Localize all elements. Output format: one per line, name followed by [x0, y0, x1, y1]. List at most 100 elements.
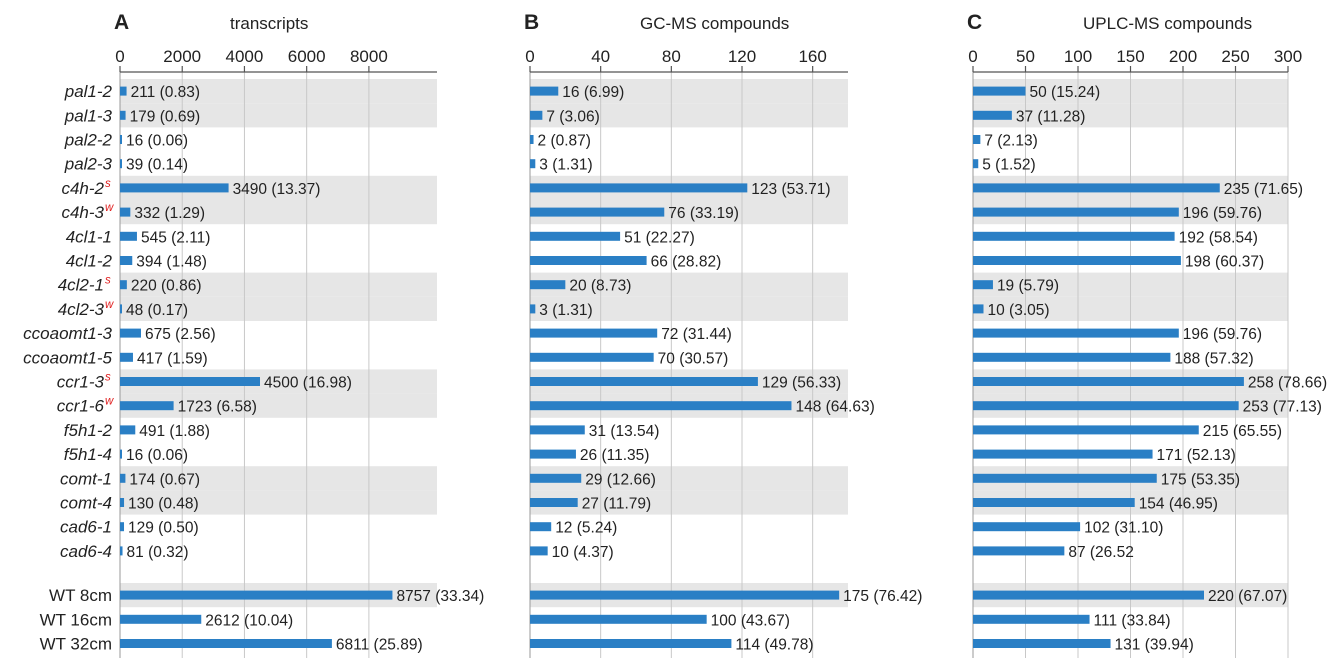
bar-label-b-10: 72 (31.44)	[661, 326, 732, 343]
category-label-7: 4cl1-2	[66, 252, 113, 271]
bar-a-0	[120, 86, 127, 96]
bar-label-c-13: 253 (77.13)	[1243, 399, 1322, 416]
row-band-a-1	[120, 103, 437, 128]
category-label-9: 4cl2-3	[58, 300, 105, 319]
bar-label-b-14: 31 (13.54)	[589, 423, 660, 440]
bar-a-8	[120, 280, 127, 290]
row-band-a-0	[120, 79, 437, 104]
bar-label-a-17: 130 (0.48)	[128, 496, 199, 513]
bar-label-c-11: 188 (57.32)	[1174, 350, 1253, 367]
category-label-2: pal2-2	[64, 131, 113, 150]
bar-c-18	[973, 522, 1081, 532]
bar-label-b-19: 10 (4.37)	[552, 544, 614, 561]
bar-a-5	[120, 207, 131, 217]
x-tick-label-c-1: 50	[1016, 47, 1035, 66]
x-tick-label-b-3: 120	[728, 47, 756, 66]
bar-label-b-1: 7 (3.06)	[546, 108, 599, 125]
bar-label-a-6: 545 (2.11)	[141, 229, 211, 246]
x-tick-label-a-0: 0	[115, 47, 124, 66]
category-label-6: 4cl1-1	[66, 227, 112, 246]
category-label-18: cad6-1	[60, 518, 112, 537]
panel-letter-b: B	[524, 11, 539, 34]
bar-label-a-4: 3490 (13.37)	[233, 181, 321, 198]
row-band-b-8	[530, 272, 848, 297]
bar-label-b-12: 129 (56.33)	[762, 375, 841, 392]
bar-b-2	[530, 135, 534, 144]
category-label-20: WT 8cm	[49, 586, 112, 605]
category-label-17: comt-4	[60, 494, 112, 513]
bar-c-12	[973, 377, 1244, 386]
x-tick-label-b-2: 80	[662, 47, 681, 66]
bar-c-0	[973, 86, 1026, 96]
bar-b-8	[530, 280, 566, 290]
bar-label-a-20: 8757 (33.34)	[396, 588, 484, 605]
bar-label-a-10: 675 (2.56)	[145, 326, 216, 343]
bar-c-3	[973, 159, 979, 169]
row-band-a-5	[120, 200, 437, 225]
panel-title-a: transcripts	[230, 14, 308, 33]
bar-label-c-9: 10 (3.05)	[988, 302, 1050, 319]
category-label-11: ccoaomt1-5	[23, 348, 112, 367]
bar-label-b-17: 27 (11.79)	[582, 496, 652, 513]
bar-c-4	[973, 183, 1220, 193]
category-label-5: c4h-3	[61, 203, 104, 222]
bar-label-a-7: 394 (1.48)	[136, 254, 207, 271]
category-label-10: ccoaomt1-3	[23, 324, 112, 343]
category-label-19: cad6-4	[60, 542, 112, 561]
x-tick-label-c-3: 150	[1116, 47, 1144, 66]
bar-label-b-18: 12 (5.24)	[555, 520, 617, 537]
bar-label-a-9: 48 (0.17)	[126, 302, 188, 319]
bar-label-a-8: 220 (0.86)	[131, 278, 202, 295]
bar-label-a-1: 179 (0.69)	[130, 108, 201, 125]
bar-label-b-22: 114 (49.78)	[735, 637, 813, 654]
category-label-8: 4cl2-1	[58, 276, 104, 295]
bar-label-b-3: 3 (1.31)	[539, 157, 592, 174]
bar-c-17	[973, 498, 1135, 507]
panel-letter-c: C	[967, 11, 982, 34]
bar-b-10	[530, 328, 658, 338]
panel-title-b: GC-MS compounds	[640, 14, 789, 33]
bar-label-c-16: 175 (53.35)	[1161, 471, 1240, 488]
bar-label-c-5: 196 (59.76)	[1183, 205, 1262, 222]
bar-b-6	[530, 231, 621, 241]
bar-a-14	[120, 425, 136, 435]
category-superscript-9: w	[105, 299, 114, 311]
bar-b-14	[530, 425, 585, 435]
bar-a-6	[120, 231, 137, 241]
category-superscript-13: w	[105, 396, 114, 408]
x-tick-label-a-3: 6000	[288, 47, 326, 66]
bar-c-9	[973, 304, 984, 314]
bar-c-15	[973, 449, 1153, 459]
x-tick-label-c-4: 200	[1169, 47, 1197, 66]
bar-c-1	[973, 110, 1012, 120]
bar-a-21	[120, 614, 202, 624]
bar-a-7	[120, 256, 133, 265]
bar-b-5	[530, 207, 665, 217]
bar-label-c-15: 171 (52.13)	[1157, 447, 1236, 464]
category-label-21: WT 16cm	[40, 610, 112, 629]
bar-label-c-7: 198 (60.37)	[1185, 254, 1264, 271]
bar-c-14	[973, 425, 1199, 435]
bar-label-c-14: 215 (65.55)	[1203, 423, 1282, 440]
panel-title-c: UPLC-MS compounds	[1083, 14, 1252, 33]
bar-b-16	[530, 473, 582, 483]
bar-b-13	[530, 401, 792, 411]
bar-label-c-8: 19 (5.79)	[997, 278, 1059, 295]
x-tick-label-b-4: 160	[798, 47, 826, 66]
bar-label-a-22: 6811 (25.89)	[336, 637, 423, 654]
bar-b-21	[530, 614, 707, 624]
bar-c-11	[973, 352, 1171, 362]
category-label-1: pal1-3	[64, 106, 113, 125]
bar-label-a-14: 491 (1.88)	[139, 423, 210, 440]
category-label-22: WT 32cm	[40, 635, 112, 654]
bar-b-22	[530, 639, 732, 648]
bar-a-3	[120, 159, 122, 169]
bar-label-b-6: 51 (22.27)	[624, 229, 695, 246]
bar-b-17	[530, 498, 578, 507]
bar-label-a-2: 16 (0.06)	[126, 133, 188, 150]
category-superscript-5: w	[105, 202, 114, 214]
bar-label-b-20: 175 (76.42)	[843, 588, 922, 605]
bar-label-a-21: 2612 (10.04)	[205, 612, 293, 629]
row-band-a-17	[120, 490, 437, 515]
bar-a-4	[120, 183, 229, 193]
